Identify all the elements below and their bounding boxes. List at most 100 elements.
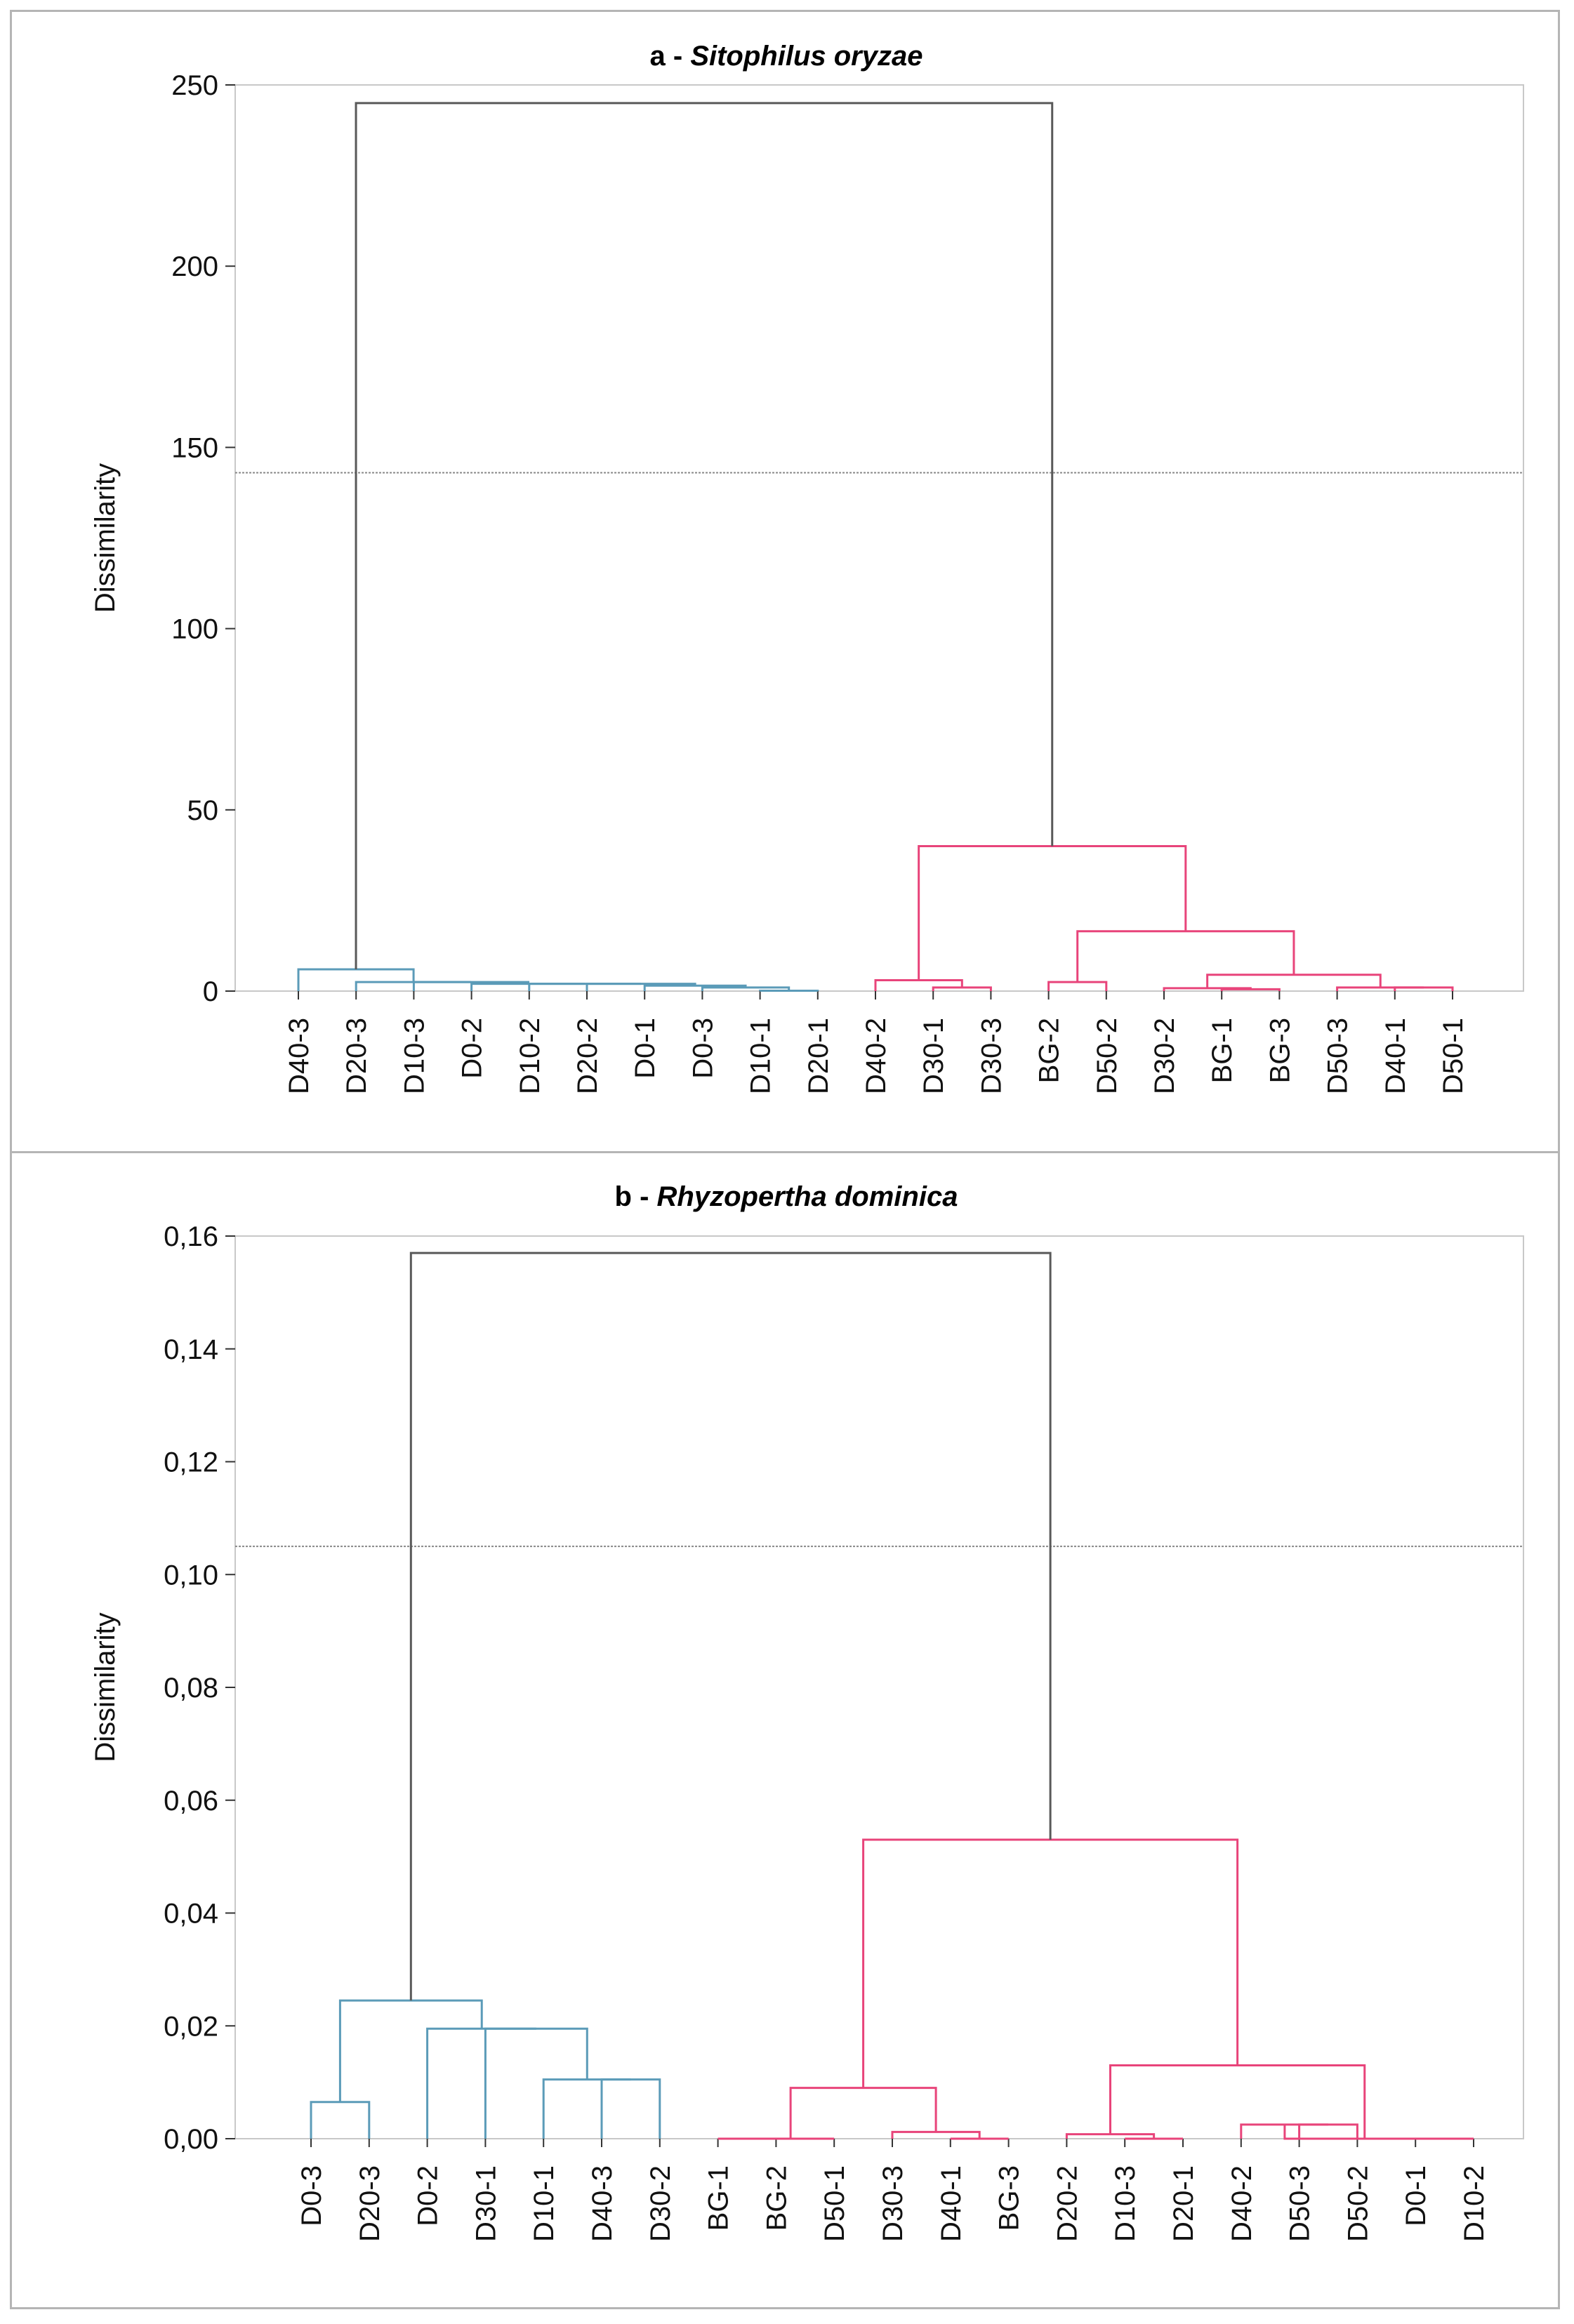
chart-title-a: a - Sitophilus oryzae [650,41,923,72]
leaf-label: D30-1 [470,2165,501,2242]
dendrogram-link [355,102,1054,970]
leaf-label: D10-1 [529,2165,560,2242]
leaf-label: D20-1 [1168,2165,1199,2242]
y-tick-label: 50 [187,795,219,826]
panel-b: b - Rhyzopertha dominica 0,00 0,02 0,04 0,06… [90,1181,1524,2242]
y-tick-label: 0,00 [164,2124,218,2155]
y-tick-label: 0,04 [164,1899,218,1930]
y-tick-label: 0 [203,976,218,1007]
leaf-label: D20-1 [803,1018,834,1094]
figure-frame [10,10,1560,2309]
plot-area-b [234,1235,1524,2139]
y-tick-label: 0,06 [164,1786,218,1817]
dendrogram-link [1220,988,1281,991]
title-species: Sitophilus oryzae [690,41,922,72]
leaf-label: D0-3 [296,2165,327,2226]
dendrogram-link [874,979,963,991]
leaf-label: D10-1 [746,1018,776,1094]
dendrogram-link [701,986,791,991]
dendrogram-link [1336,986,1424,991]
y-tick-label: 200 [171,251,218,282]
dendrogram-link [310,2101,371,2139]
leaf-label: D0-2 [457,1018,488,1079]
leaf-label: D50-3 [1285,2165,1316,2242]
leaf-label: D10-2 [515,1018,545,1094]
dendrogram-link [1240,2123,1328,2139]
y-tick-label: 0,14 [164,1334,218,1365]
y-tick-label: 0,16 [164,1221,218,1252]
y-tick-label: 100 [171,614,218,645]
dendrogram-link [1163,987,1252,991]
leaf-label: D50-1 [819,2165,850,2242]
dendrogram-link [932,986,992,991]
leaf-label: D0-2 [413,2165,444,2226]
leaf-label: D40-1 [936,2165,967,2242]
y-tick-label: 0,12 [164,1447,218,1478]
dendrogram-link [426,2027,536,2139]
leaf-label: D50-2 [1092,1018,1123,1094]
leaf-label: D40-1 [1380,1018,1411,1094]
leaf-label: D40-3 [284,1018,315,1094]
y-axis-label-b: Dissimilarity [90,1612,121,1762]
y-tick-label: 0,02 [164,2011,218,2042]
plot-area-a [234,84,1524,992]
leaf-label: BG-3 [994,2165,1025,2231]
dendrogram-link [862,1838,1239,2088]
leaf-label: D10-3 [399,1018,430,1094]
leaf-label: D10-2 [1459,2165,1490,2242]
title-species: Rhyzopertha dominica [657,1181,958,1212]
dendrogram-link [1298,2123,1358,2139]
dendrogram-link [355,981,471,991]
title-prefix: a - [650,41,691,72]
title-prefix: b - [615,1181,657,1212]
leaf-label: D30-3 [878,2165,908,2242]
leaf-label: D0-3 [687,1018,718,1079]
dendrogram-link [1047,981,1108,991]
leaf-label: D40-3 [587,2165,618,2242]
leaf-label: D40-2 [1226,2165,1257,2242]
dendrogram-link [542,2078,631,2139]
leaf-label: D30-1 [918,1018,949,1094]
leaf-label: D30-2 [645,2165,676,2242]
leaf-label: D30-2 [1149,1018,1180,1094]
leaf-label: BG-3 [1264,1018,1295,1083]
leaf-label: D10-3 [1110,2165,1141,2242]
dendrogram-link [918,844,1187,981]
dendrogram-link [1109,2064,1366,2139]
leaf-label: D50-1 [1438,1018,1469,1094]
panel-divider [10,1151,1560,1153]
dendrogram-link [297,968,415,991]
leaf-label: D50-2 [1342,2165,1373,2242]
dendrogram-link [470,983,586,991]
y-tick-label: 0,08 [164,1673,218,1704]
dendrogram-link [412,981,530,991]
leaf-label: D20-2 [1052,2165,1083,2242]
chart-title-b: b - Rhyzopertha dominica [615,1181,958,1212]
dendrogram-link [1206,974,1382,988]
dendrogram-link [528,983,642,991]
leaf-label: D20-3 [341,1018,372,1094]
leaf-label: D0-1 [630,1018,661,1079]
y-tick-label: 0,10 [164,1560,218,1591]
leaf-label: BG-2 [1034,1018,1065,1083]
leaf-label: D20-3 [355,2165,385,2242]
y-tick-label: 250 [171,70,218,101]
dendrogram-link [1283,2124,1445,2140]
dendrogram-link [338,1999,483,2102]
dendrogram-link [484,2027,588,2139]
leaf-label: BG-2 [761,2165,792,2231]
dendrogram-link [759,989,819,992]
leaf-label: D30-3 [976,1018,1007,1094]
y-tick-label: 150 [171,432,218,463]
dendrogram-link [600,2078,661,2139]
leaf-label: BG-1 [703,2165,734,2231]
leaf-label: D20-2 [572,1018,603,1094]
dendrogram-link [409,1251,1052,2001]
leaf-label: BG-1 [1207,1018,1238,1083]
leaf-label: D40-2 [861,1018,892,1094]
leaf-label: D50-3 [1323,1018,1354,1094]
leaf-label: D0-1 [1401,2165,1431,2226]
y-axis-label-a: Dissimilarity [90,463,121,613]
panel-a: a - Sitophilus oryzae 0 50 100 150 200 250 Diss… [90,41,1524,1094]
